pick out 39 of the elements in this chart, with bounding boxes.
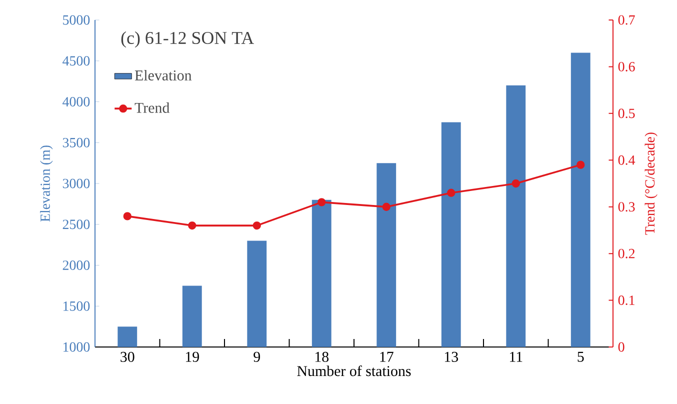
x-tick-label: 11 <box>510 352 522 362</box>
y2-axis-title: Trend (°C/decade) <box>644 132 658 235</box>
y2-tick-label: 0.6 <box>618 62 635 72</box>
point <box>576 160 585 169</box>
x-tick-label: 13 <box>444 352 458 362</box>
point <box>123 212 132 220</box>
x-tick-label: 30 <box>120 352 134 362</box>
legend-label: Elevation <box>134 70 192 80</box>
y-tick-label: 2500 <box>62 220 90 230</box>
text: (c) 61-12 SON TA <box>121 31 254 48</box>
y-tick-label: 2000 <box>62 260 90 270</box>
point <box>512 179 520 188</box>
y2-tick-label: 0 <box>618 342 624 352</box>
y2-tick-label: 0.2 <box>618 248 635 258</box>
x-tick-label: 9 <box>254 352 260 362</box>
y-tick-label: 1000 <box>63 342 90 352</box>
x-tick-label: 17 <box>380 352 394 362</box>
point <box>318 198 326 206</box>
point <box>188 221 196 230</box>
point <box>447 188 456 197</box>
point <box>382 202 390 211</box>
y-tick-label: 1500 <box>63 301 90 311</box>
x-tick-label: 5 <box>578 352 584 362</box>
legend-label: Trend <box>134 102 170 113</box>
y-tick-label: 4500 <box>62 56 90 66</box>
point <box>252 221 261 230</box>
x-tick-label: 19 <box>186 352 199 362</box>
x-tick-label: 18 <box>315 352 329 362</box>
y2-tick-label: 0.7 <box>618 15 635 25</box>
y-tick-label: 4000 <box>62 97 90 106</box>
y-tick-label: 3000 <box>62 178 90 188</box>
y-axis-title: Elevation (m) <box>40 146 53 222</box>
y-tick-label: 5000 <box>63 15 90 25</box>
y2-tick-label: 0.5 <box>618 108 635 118</box>
y2-tick-label: 0.1 <box>618 296 634 306</box>
x-axis-title: Number of stations <box>297 365 411 376</box>
y2-tick-label: 0.3 <box>618 202 635 212</box>
y2-tick-label: 0.4 <box>618 155 636 165</box>
y-tick-label: 3500 <box>62 138 90 148</box>
